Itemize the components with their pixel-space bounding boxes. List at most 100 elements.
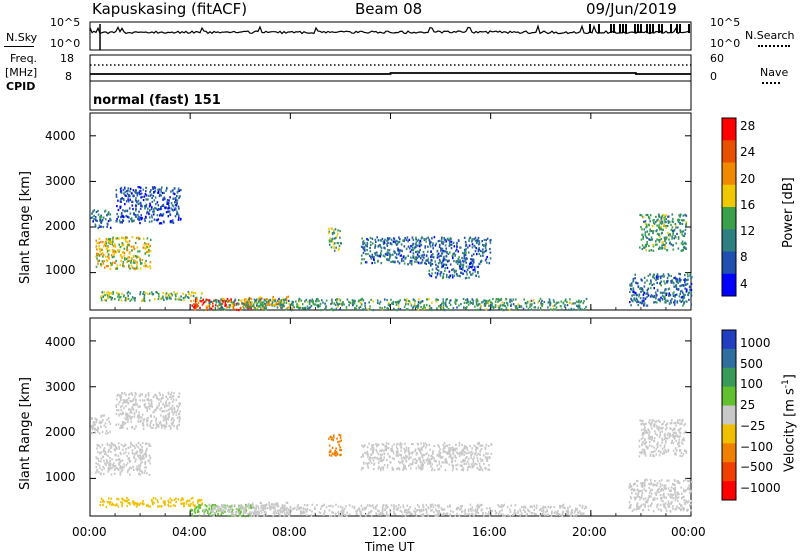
scatter-cell: [283, 512, 286, 515]
scatter-cell: [113, 448, 116, 451]
scatter-cell: [399, 307, 402, 311]
scatter-cell: [474, 462, 476, 465]
scatter-cell: [110, 292, 112, 295]
scatter-cell: [129, 445, 132, 448]
scatter-cell: [476, 265, 479, 268]
scatter-cell: [338, 244, 341, 248]
scatter-cell: [439, 254, 442, 257]
scatter-cell: [630, 297, 632, 300]
nsky-label: N.Sky: [6, 31, 38, 44]
scatter-cell: [125, 443, 127, 447]
scatter-cell: [665, 238, 667, 241]
scatter-cell: [137, 213, 139, 217]
scatter-cell: [107, 296, 109, 299]
scatter-cell: [445, 298, 447, 301]
scatter-cell: [639, 246, 641, 249]
scatter-cell: [512, 298, 515, 301]
scatter-cell: [107, 212, 109, 215]
scatter-cell: [150, 238, 152, 241]
scatter-cell: [413, 510, 415, 513]
scatter-cell: [103, 459, 105, 462]
scatter-cell: [683, 234, 686, 237]
scatter-cell: [170, 505, 172, 508]
scatter-cell: [251, 502, 254, 505]
scatter-cell: [121, 504, 123, 508]
scatter-cell: [138, 411, 140, 414]
scatter-cell: [121, 197, 123, 200]
scatter-cell: [434, 260, 437, 263]
scatter-cell: [658, 220, 661, 223]
scatter-cell: [139, 448, 142, 451]
scatter-cell: [456, 299, 458, 302]
scatter-cell: [120, 186, 123, 189]
scatter-cell: [667, 231, 669, 234]
scatter-cell: [197, 509, 199, 512]
scatter-cell: [132, 261, 135, 264]
scatter-cell: [173, 406, 176, 409]
scatter-cell: [272, 295, 274, 299]
scatter-cell: [676, 300, 679, 303]
scatter-cell: [397, 300, 399, 303]
scatter-cell: [145, 194, 148, 197]
scatter-cell: [135, 458, 137, 461]
scatter-cell: [390, 260, 392, 263]
scatter-cell: [661, 244, 663, 247]
scatter-cell: [155, 395, 158, 398]
freq-right-bottom: 0: [710, 70, 717, 83]
scatter-cell: [130, 298, 133, 301]
scatter-cell: [429, 274, 431, 277]
scatter-cell: [158, 194, 161, 198]
scatter-cell: [127, 420, 129, 423]
scatter-cell: [367, 238, 369, 242]
scatter-cell: [100, 472, 103, 475]
scatter-cell: [99, 446, 102, 449]
scatter-cell: [423, 307, 426, 310]
scatter-cell: [148, 454, 151, 457]
scatter-cell: [264, 308, 267, 311]
scatter-cell: [416, 508, 419, 512]
scatter-cell: [428, 272, 430, 276]
scatter-cell: [318, 511, 321, 514]
scatter-cell: [652, 273, 655, 277]
scatter-cell: [683, 302, 685, 305]
scatter-cell: [684, 274, 686, 277]
scatter-cell: [323, 503, 325, 506]
scatter-cell: [197, 301, 200, 305]
scatter-cell: [143, 293, 146, 296]
scatter-cell: [478, 243, 480, 246]
scatter-cell: [442, 301, 444, 304]
scatter-cell: [389, 508, 391, 511]
scatter-cell: [435, 300, 438, 303]
freq-label: Freq.: [10, 52, 38, 65]
scatter-cell: [176, 424, 179, 427]
scatter-cell: [532, 299, 535, 302]
scatter-cell: [189, 504, 191, 508]
scatter-cell: [203, 513, 205, 516]
scatter-cell: [318, 299, 320, 303]
scatter-cell: [117, 454, 120, 457]
scatter-cell: [422, 256, 424, 259]
scatter-cell: [282, 507, 285, 510]
velocity-colorbar-cell: [722, 405, 736, 425]
scatter-cell: [643, 304, 645, 307]
scatter-cell: [354, 300, 356, 303]
scatter-cell: [235, 511, 237, 514]
scatter-cell: [171, 408, 173, 411]
scatter-cell: [399, 506, 402, 509]
scatter-cell: [330, 240, 332, 243]
scatter-cell: [116, 205, 118, 208]
scatter-cell: [374, 238, 377, 241]
scatter-cell: [220, 303, 222, 306]
scatter-cell: [131, 426, 133, 429]
scatter-cell: [171, 499, 173, 502]
scatter-cell: [100, 220, 103, 223]
scatter-cell: [95, 218, 97, 221]
scatter-cell: [671, 235, 673, 238]
scatter-cell: [638, 293, 641, 296]
scatter-cell: [405, 303, 407, 306]
scatter-cell: [293, 306, 295, 309]
scatter-cell: [369, 244, 372, 247]
scatter-cell: [281, 510, 284, 513]
scatter-cell: [262, 304, 264, 307]
scatter-cell: [380, 252, 382, 255]
